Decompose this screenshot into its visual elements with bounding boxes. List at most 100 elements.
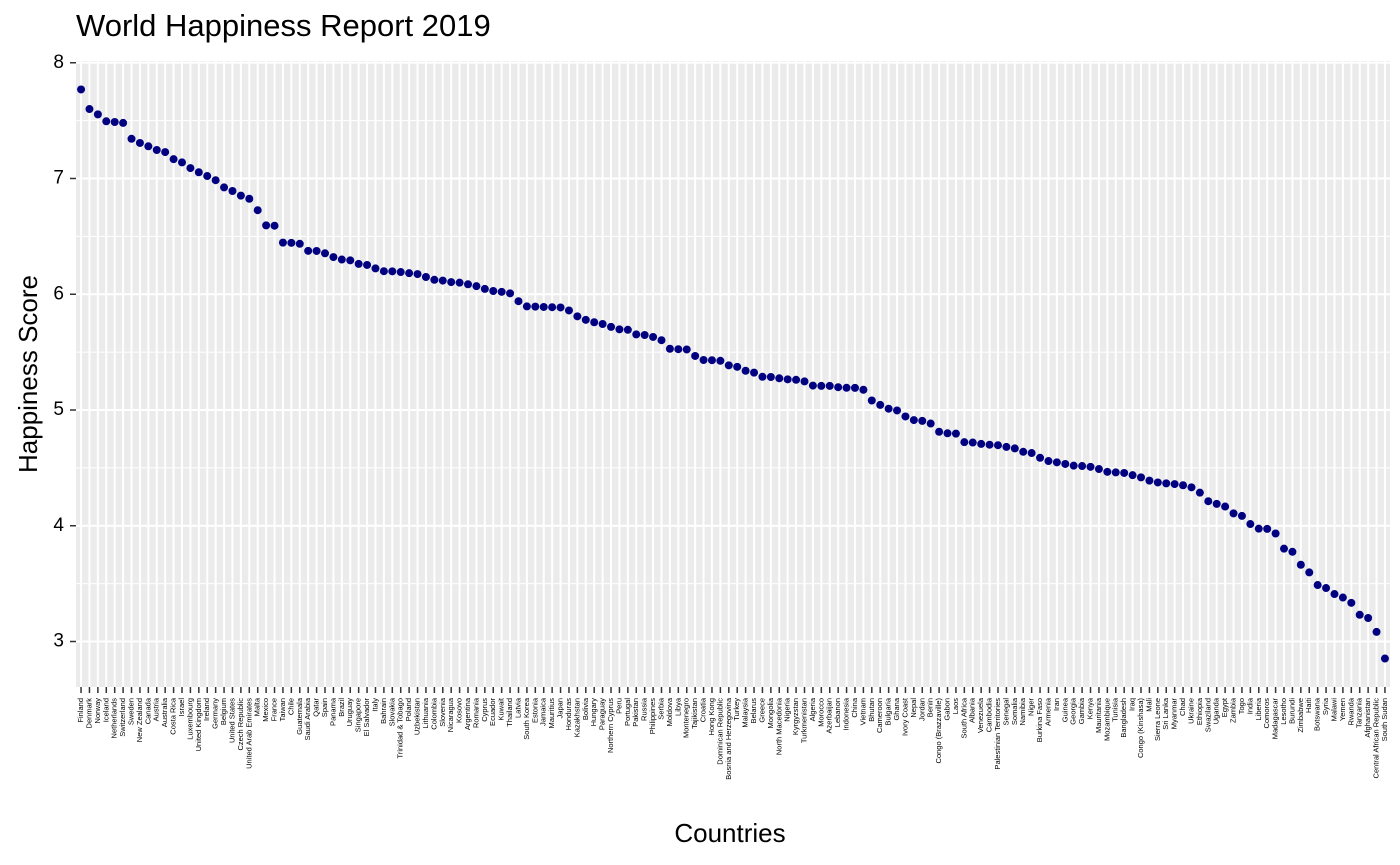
point <box>447 278 456 287</box>
point <box>455 278 464 287</box>
x-tick-label: Greece <box>757 698 766 723</box>
x-tick-label: Bosnia and Herzegovina <box>724 697 733 780</box>
x-tick-label: Mexico <box>261 698 270 722</box>
point <box>1052 458 1061 467</box>
x-tick-label: Malawi <box>1329 698 1338 722</box>
point <box>539 302 548 311</box>
point <box>1237 511 1246 520</box>
x-tick-label: Finland <box>76 698 85 723</box>
x-tick-label: Estonia <box>530 697 539 723</box>
point <box>278 238 287 247</box>
point <box>236 191 245 200</box>
point <box>1330 590 1339 599</box>
x-tick-label: Chad <box>1178 698 1187 716</box>
x-tick-label: Bolivia <box>581 697 590 720</box>
point <box>1305 568 1314 577</box>
x-tick-label: Canada <box>143 697 152 724</box>
point <box>262 221 271 230</box>
point <box>1212 499 1221 508</box>
point <box>287 238 296 247</box>
x-tick-label: Costa Rica <box>169 697 178 735</box>
x-tick-label: Russia <box>640 697 649 721</box>
point <box>901 412 910 421</box>
x-tick-label: Denmark <box>84 698 93 729</box>
x-tick-label: Luxembourg <box>185 698 194 740</box>
point <box>421 272 430 281</box>
point <box>859 385 868 394</box>
point <box>329 253 338 262</box>
x-tick-label: Pakistan <box>631 698 640 727</box>
x-tick-label: Hungary <box>589 698 598 727</box>
x-tick-label: Malta <box>253 697 262 716</box>
x-tick-label: France <box>270 698 279 721</box>
x-tick-label: Uzbekistan <box>413 698 422 735</box>
x-tick-label: Australia <box>160 697 169 727</box>
x-tick-label: Honduras <box>564 698 573 731</box>
x-tick-label: Northern Cyprus <box>606 698 615 753</box>
point <box>144 142 153 151</box>
x-tick-label: Ireland <box>202 698 211 721</box>
point <box>977 439 986 448</box>
point <box>640 330 649 339</box>
point <box>1153 478 1162 487</box>
x-tick-label: Cambodia <box>985 697 994 732</box>
y-tick-label: 5 <box>53 399 64 420</box>
point <box>1271 529 1280 538</box>
point <box>750 368 759 377</box>
x-tick-label: Sri Lanka <box>1161 697 1170 730</box>
x-tick-label: Israel <box>177 698 186 717</box>
point <box>867 396 876 405</box>
point <box>253 206 262 215</box>
x-tick-label: Tajikistan <box>690 698 699 729</box>
y-tick-label: 4 <box>53 515 64 536</box>
x-tick-label: Afghanistan <box>1363 698 1372 738</box>
x-tick-label: Jordan <box>917 698 926 721</box>
x-tick-label: Bulgaria <box>884 697 893 725</box>
x-tick-label: Argentina <box>463 697 472 730</box>
point <box>615 325 624 334</box>
x-tick-label: Mozambique <box>1102 698 1111 741</box>
point <box>649 332 658 341</box>
x-tick-label: United Arab Emirates <box>244 698 253 769</box>
point <box>77 85 86 94</box>
point <box>506 289 515 298</box>
x-tick-label: Lithuania <box>421 697 430 728</box>
point <box>766 373 775 382</box>
point <box>623 325 632 334</box>
x-tick-label: Latvia <box>513 697 522 718</box>
x-tick-label: Austria <box>152 697 161 721</box>
point <box>850 383 859 392</box>
x-tick-label: Ghana <box>892 697 901 720</box>
x-tick-label: Colombia <box>429 697 438 730</box>
point <box>1347 598 1356 607</box>
x-tick-label: Egypt <box>1220 697 1229 717</box>
point <box>1044 457 1053 466</box>
point <box>665 344 674 353</box>
point <box>674 345 683 354</box>
point <box>893 406 902 415</box>
x-tick-label: Hong Kong <box>707 698 716 736</box>
x-tick-label: Mauritius <box>547 698 556 729</box>
x-tick-label: Singapore <box>354 698 363 732</box>
x-tick-label: South Korea <box>522 697 531 740</box>
x-tick-label: Ethiopia <box>1195 697 1204 725</box>
x-tick-label: Montenegro <box>682 698 691 738</box>
x-tick-label: Slovenia <box>438 697 447 727</box>
point <box>1010 444 1019 453</box>
chart-title: World Happiness Report 2019 <box>76 8 491 43</box>
x-tick-label: Zimbabwe <box>1296 698 1305 733</box>
point <box>876 400 885 409</box>
x-tick-label: Morocco <box>816 698 825 727</box>
point <box>573 312 582 321</box>
x-tick-label: Moldova <box>665 697 674 726</box>
x-tick-label: Poland <box>404 698 413 721</box>
point <box>430 275 439 284</box>
x-tick-label: Algeria <box>808 697 817 721</box>
x-tick-label: Saudi Arabia <box>303 697 312 740</box>
x-tick-label: Kazakhstan <box>572 698 581 737</box>
x-tick-label: Panama <box>328 697 337 726</box>
x-tick-label: China <box>850 697 859 717</box>
point <box>85 105 94 114</box>
point <box>968 438 977 447</box>
x-tick-label: Nigeria <box>783 697 792 722</box>
